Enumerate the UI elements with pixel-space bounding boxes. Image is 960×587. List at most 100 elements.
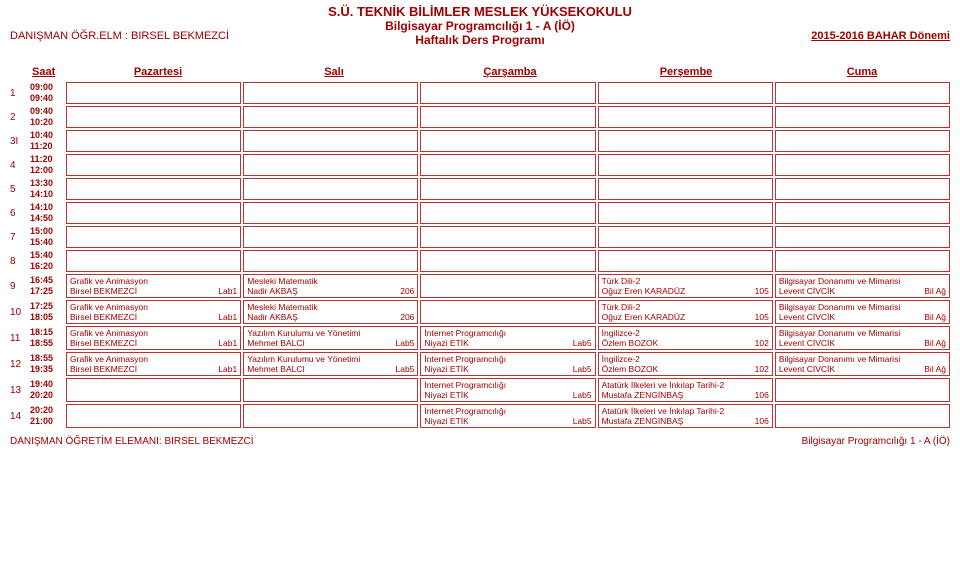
schedule-cell	[775, 378, 950, 402]
day-header: Pazartesi	[70, 66, 246, 78]
schedule-cell	[66, 130, 241, 152]
course-detail: Niyazi ETİKLab5	[424, 338, 591, 348]
slot-times: 15:0015:40	[30, 226, 66, 248]
schedule-cell	[420, 226, 595, 248]
semester-label: 2015-2016 BAHAR Dönemi	[811, 30, 950, 42]
course-detail: Oğuz Eren KARADÜZ105	[602, 312, 769, 322]
course-detail: Mustafa ZENGİNBAŞ106	[602, 416, 769, 426]
schedule-cell	[243, 250, 418, 272]
slot-index: 9	[10, 274, 30, 298]
slot-index: 10	[10, 300, 30, 324]
course-detail: Birsel BEKMEZCİLab1	[70, 364, 237, 374]
schedule-cell: Grafik ve AnimasyonBirsel BEKMEZCİLab1	[66, 274, 241, 298]
slot-times: 18:5519:35	[30, 352, 66, 376]
course-name: İngilizce-2	[602, 328, 769, 338]
course-name: İnternet Programcılığı	[424, 380, 591, 390]
course-name: Grafik ve Animasyon	[70, 328, 237, 338]
slot-index: 11	[10, 326, 30, 350]
schedule-cell	[66, 178, 241, 200]
schedule-cell: İngilizce-2Özlem BOZOK102	[598, 326, 773, 350]
schedule-cell: İnternet ProgramcılığıNiyazi ETİKLab5	[420, 404, 595, 428]
slot-times: 14:1014:50	[30, 202, 66, 224]
schedule-cell: İnternet ProgramcılığıNiyazi ETİKLab5	[420, 378, 595, 402]
course-name: Bilgisayar Donanımı ve Mimarisi	[779, 302, 946, 312]
schedule-cell	[598, 106, 773, 128]
schedule-cell	[243, 106, 418, 128]
course-detail: Mustafa ZENGİNBAŞ106	[602, 390, 769, 400]
schedule-cell: Türk Dili-2Oğuz Eren KARADÜZ105	[598, 274, 773, 298]
slot-times: 16:4517:25	[30, 274, 66, 298]
course-detail: Özlem BOZOK102	[602, 364, 769, 374]
schedule-cell	[66, 378, 241, 402]
schedule-cell	[775, 404, 950, 428]
course-detail: Levent CİVCİKBil Ağ	[779, 338, 946, 348]
course-name: Yazılım Kurulumu ve Yönetimi	[247, 328, 414, 338]
course-name: İngilizce-2	[602, 354, 769, 364]
slot-times: 20:2021:00	[30, 404, 66, 428]
schedule-cell	[243, 154, 418, 176]
course-name: Grafik ve Animasyon	[70, 302, 237, 312]
schedule-cell	[775, 250, 950, 272]
hour-header: Saat	[32, 66, 70, 78]
time-slot: 1319:4020:20İnternet ProgramcılığıNiyazi…	[10, 378, 950, 402]
schedule-cell	[598, 154, 773, 176]
day-header: Salı	[246, 66, 422, 78]
course-name: Grafik ve Animasyon	[70, 354, 237, 364]
course-detail: Nadir AKBAŞ206	[247, 312, 414, 322]
schedule-cell	[243, 82, 418, 104]
course-name: Bilgisayar Donanımı ve Mimarisi	[779, 276, 946, 286]
schedule-cell: Bilgisayar Donanımı ve MimarisiLevent Cİ…	[775, 274, 950, 298]
slot-index: 12	[10, 352, 30, 376]
course-detail: Niyazi ETİKLab5	[424, 416, 591, 426]
advisor-label: DANIŞMAN ÖĞR.ELM : BIRSEL BEKMEZCİ	[10, 30, 229, 42]
schedule-cell	[66, 154, 241, 176]
course-detail: Niyazi ETİKLab5	[424, 364, 591, 374]
course-detail: Mehmet BALCILab5	[247, 364, 414, 374]
time-slot: 109:0009:40	[10, 82, 950, 104]
course-detail: Mehmet BALCILab5	[247, 338, 414, 348]
schedule-cell	[420, 178, 595, 200]
schedule-cell: Bilgisayar Donanımı ve MimarisiLevent Cİ…	[775, 300, 950, 324]
schedule-cell: Mesleki MatematikNadir AKBAŞ206	[243, 274, 418, 298]
schedule-cell	[420, 130, 595, 152]
schedule-cell	[598, 82, 773, 104]
slot-index: 14	[10, 404, 30, 428]
time-slot: 411:2012:00	[10, 154, 950, 176]
slot-index: 1	[10, 82, 30, 104]
course-name: Yazılım Kurulumu ve Yönetimi	[247, 354, 414, 364]
slot-times: 18:1518:55	[30, 326, 66, 350]
time-slot: 1420:2021:00 İnternet ProgramcılığıNiyazi…	[10, 404, 950, 428]
schedule-cell	[66, 250, 241, 272]
schedule-cell: Atatürk İlkeleri ve İnkılap Tarihi-2Must…	[598, 378, 773, 402]
header: S.Ü. TEKNİK BİLİMLER MESLEK YÜKSEKOKULU …	[10, 6, 950, 54]
course-detail: Birsel BEKMEZCİLab1	[70, 312, 237, 322]
schedule-cell	[66, 106, 241, 128]
slot-index: 5	[10, 178, 30, 200]
schedule-cell	[420, 250, 595, 272]
schedule-cell	[598, 226, 773, 248]
schedule-cell	[775, 226, 950, 248]
time-slot: 1017:2518:05 Grafik ve AnimasyonBirsel BE…	[10, 300, 950, 324]
slot-times: 15:4016:20	[30, 250, 66, 272]
schedule-cell: İnternet ProgramcılığıNiyazi ETİKLab5	[420, 326, 595, 350]
day-header: Çarşamba	[422, 66, 598, 78]
slot-times: 19:4020:20	[30, 378, 66, 402]
day-header-row: Saat Pazartesi Salı Çarşamba Perşembe Cu…	[10, 66, 950, 78]
slot-index: 7	[10, 226, 30, 248]
schedule-cell	[775, 202, 950, 224]
time-slot: 715:0015:40	[10, 226, 950, 248]
course-name: Atatürk İlkeleri ve İnkılap Tarihi-2	[602, 406, 769, 416]
course-detail: Levent CİVCİKBil Ağ	[779, 364, 946, 374]
course-detail: Birsel BEKMEZCİLab1	[70, 338, 237, 348]
course-name: Atatürk İlkeleri ve İnkılap Tarihi-2	[602, 380, 769, 390]
day-header: Cuma	[774, 66, 950, 78]
schedule-cell	[775, 82, 950, 104]
schedule-cell	[243, 130, 418, 152]
day-header: Perşembe	[598, 66, 774, 78]
schedule-cell	[66, 226, 241, 248]
slot-times: 17:2518:05	[30, 300, 66, 324]
time-slot: 1118:1518:55 Grafik ve AnimasyonBirsel BE…	[10, 326, 950, 350]
time-slot: 916:4517:25Grafik ve AnimasyonBirsel BEK…	[10, 274, 950, 298]
course-name: Bilgisayar Donanımı ve Mimarisi	[779, 354, 946, 364]
course-name: Bilgisayar Donanımı ve Mimarisi	[779, 328, 946, 338]
